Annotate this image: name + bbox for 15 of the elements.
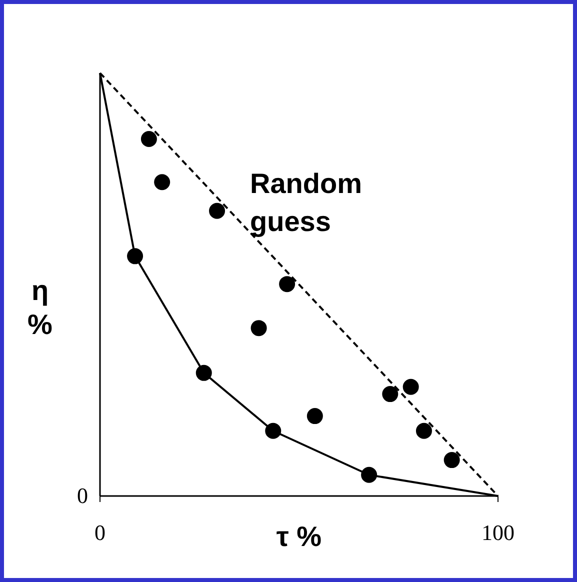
point [444, 452, 460, 468]
point [140, 130, 157, 147]
point [402, 378, 419, 395]
point [306, 408, 323, 424]
annotation: Random guess [250, 168, 362, 237]
point [250, 320, 267, 336]
point [416, 422, 432, 439]
y-axis-title: η % [28, 275, 53, 340]
x-tick-label: 100 [482, 520, 514, 545]
x-axis-title: τ % [276, 521, 322, 552]
point [279, 276, 296, 292]
point [382, 386, 398, 402]
point [209, 202, 226, 219]
point [154, 174, 170, 190]
text: 0 [77, 483, 88, 508]
